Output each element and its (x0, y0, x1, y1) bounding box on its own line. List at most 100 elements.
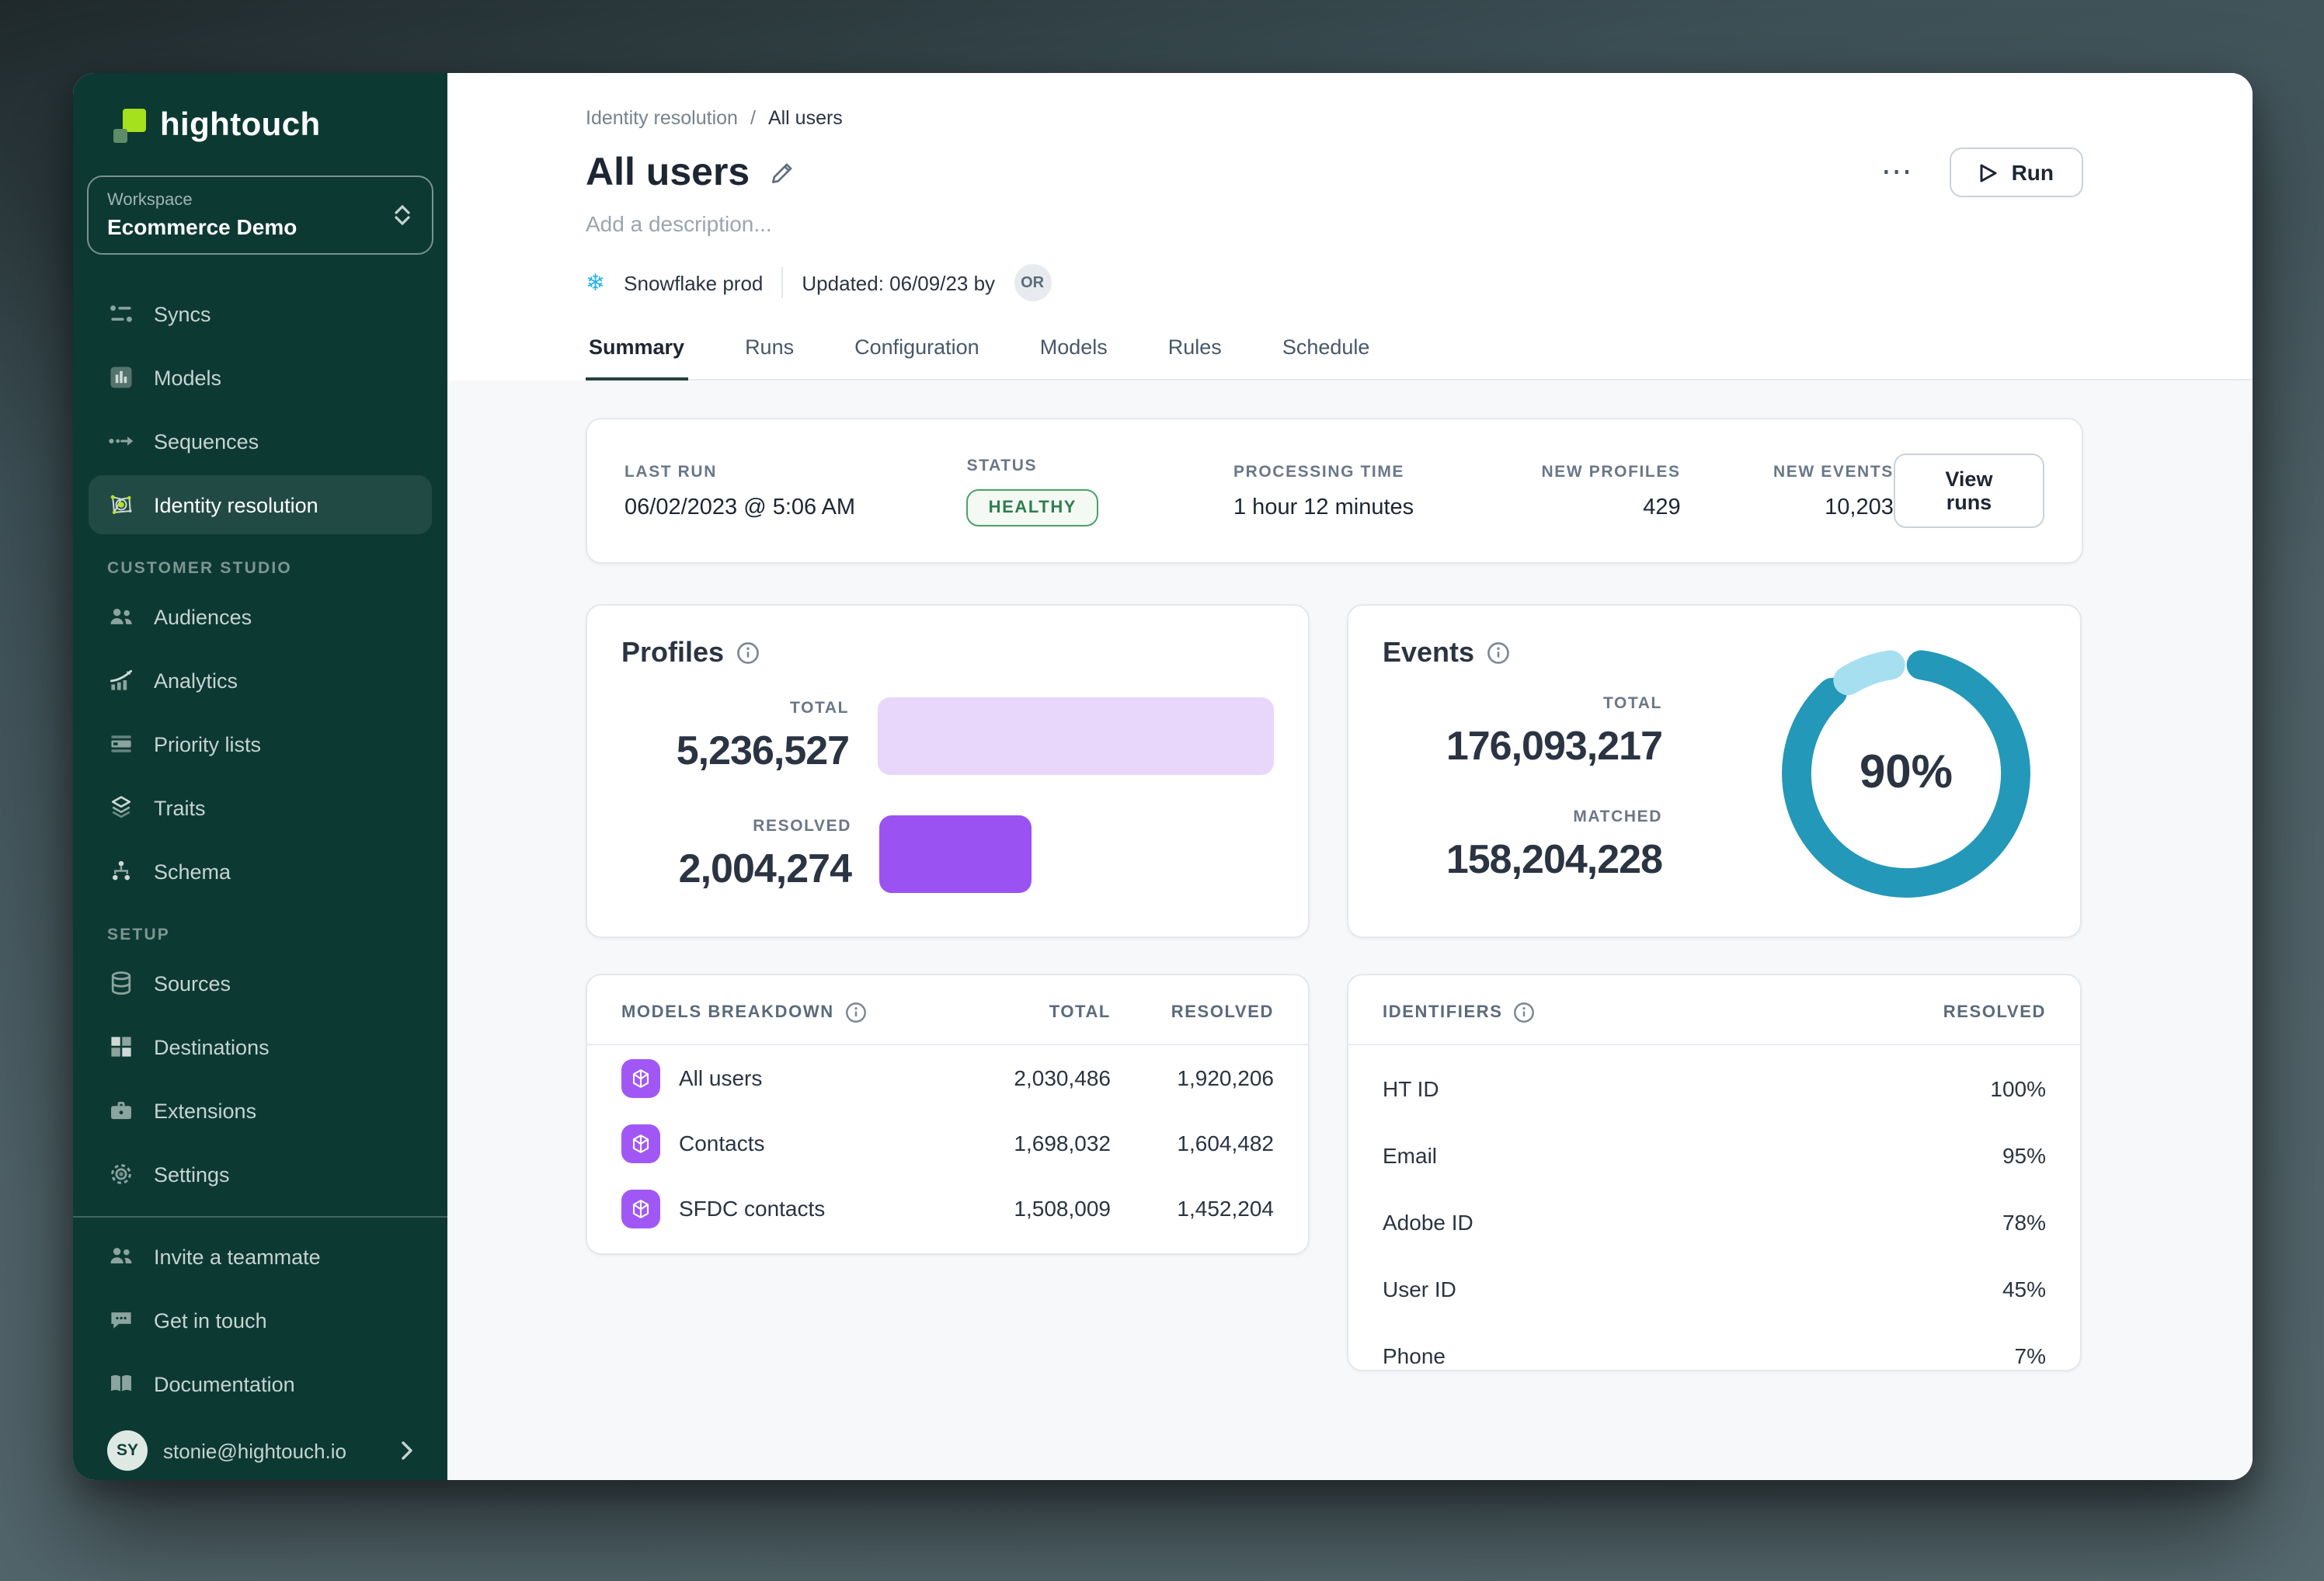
source-name[interactable]: Snowflake prod (624, 271, 764, 294)
sidebar-nav: Syncs Models Sequences (73, 264, 447, 1418)
tab-runs[interactable]: Runs (745, 335, 795, 359)
metric-value: 2,004,274 (678, 844, 852, 891)
brand-name: hightouch (160, 107, 321, 143)
tab-summary[interactable]: Summary (586, 335, 687, 380)
sidebar-item-extensions[interactable]: Extensions (89, 1081, 432, 1140)
model-resolved: 1,452,204 (1177, 1196, 1274, 1221)
sidebar-item-identity-resolution[interactable]: Identity resolution (89, 475, 432, 534)
destinations-icon (107, 1033, 135, 1061)
events-card-title: Events (1383, 637, 1475, 668)
sidebar-item-sequences[interactable]: Sequences (89, 412, 432, 471)
run-button[interactable]: Run (1949, 148, 2083, 197)
sidebar-item-syncs[interactable]: Syncs (89, 284, 432, 343)
table-title-text: IDENTIFIERS (1383, 1003, 1503, 1022)
metric-label: TOTAL (790, 698, 850, 717)
model-cube-icon (621, 1124, 660, 1162)
stat-value: 429 (1643, 495, 1681, 519)
sidebar-item-label: Models (154, 366, 222, 389)
main-panel: Identity resolution / All users All user… (447, 73, 2253, 1480)
snowflake-icon: ❄ (586, 270, 606, 297)
workspace-selector[interactable]: Workspace Ecommerce Demo (87, 175, 433, 255)
syncs-icon (107, 300, 135, 328)
sidebar-item-get-in-touch[interactable]: Get in touch (89, 1291, 432, 1350)
metric-value: 5,236,527 (676, 726, 850, 773)
page-title: All users (586, 151, 750, 194)
schema-icon (107, 857, 135, 885)
column-header-resolved: RESOLVED (1943, 1003, 2046, 1022)
view-runs-button[interactable]: View runs (1893, 453, 2044, 528)
info-icon[interactable] (845, 1002, 867, 1023)
events-total-block: TOTAL 176,093,217 (1383, 694, 1663, 770)
sidebar-item-priority-lists[interactable]: Priority lists (89, 714, 432, 773)
sidebar-item-invite-teammate[interactable]: Invite a teammate (89, 1227, 432, 1286)
identifier-resolved: 78% (2002, 1209, 2046, 1234)
identity-resolution-icon (107, 491, 135, 519)
user-account-row[interactable]: SY stonie@hightouch.io (89, 1421, 432, 1480)
column-header-total: TOTAL (1049, 1003, 1111, 1022)
tab-schedule[interactable]: Schedule (1282, 335, 1370, 359)
sidebar-item-destinations[interactable]: Destinations (89, 1017, 432, 1076)
sidebar-item-settings[interactable]: Settings (89, 1145, 432, 1204)
edit-title-icon[interactable] (768, 160, 795, 186)
stat-label: NEW EVENTS (1773, 462, 1894, 481)
status-badge: HEALTHY (966, 488, 1099, 526)
chevron-up-down-icon (395, 205, 410, 225)
identifier-name: Adobe ID (1383, 1209, 1473, 1234)
tab-rules[interactable]: Rules (1167, 335, 1222, 359)
events-card: Events TOTAL 176,093,217 MATCHED 158,204… (1347, 604, 2082, 938)
sidebar-item-label: Get in touch (154, 1308, 267, 1332)
info-icon[interactable] (1514, 1002, 1536, 1023)
table-row: Adobe ID 78% (1348, 1188, 2080, 1255)
stat-value: 10,203 (1825, 495, 1894, 519)
identifier-name: User ID (1383, 1276, 1456, 1301)
metric-label: TOTAL (1602, 694, 1662, 713)
sidebar-item-sources[interactable]: Sources (89, 954, 432, 1013)
sidebar-item-traits[interactable]: Traits (89, 778, 432, 837)
profiles-card-title: Profiles (621, 637, 725, 668)
breadcrumb-current: All users (767, 107, 843, 129)
model-name: SFDC contacts (679, 1196, 826, 1221)
stat-new-events: NEW EVENTS 10,203 (1720, 462, 1894, 519)
identifier-resolved: 95% (2002, 1142, 2046, 1167)
audiences-icon (107, 603, 135, 631)
table-title-text: MODELS BREAKDOWN (621, 1003, 834, 1022)
models-icon (107, 363, 135, 391)
breadcrumb: Identity resolution / All users (586, 107, 2253, 129)
priority-lists-icon (107, 730, 135, 758)
more-options-button[interactable]: ⋯ (1880, 155, 1915, 189)
info-icon[interactable] (1487, 641, 1510, 665)
sidebar-item-schema[interactable]: Schema (89, 842, 432, 901)
workspace-label: Workspace (107, 191, 193, 210)
stat-value: 06/02/2023 @ 5:06 AM (624, 495, 856, 519)
sidebar-item-label: Destinations (154, 1035, 270, 1058)
sidebar-item-audiences[interactable]: Audiences (89, 587, 432, 646)
profiles-card: Profiles TOTAL 5,236,527 (586, 604, 1310, 938)
run-stats-card: LAST RUN 06/02/2023 @ 5:06 AM STATUS HEA… (586, 418, 2083, 564)
table-row: User ID 45% (1348, 1255, 2080, 1322)
profiles-resolved-row: RESOLVED 2,004,274 (621, 815, 1274, 893)
tab-models[interactable]: Models (1039, 335, 1108, 359)
chat-icon (107, 1306, 135, 1334)
stat-new-profiles: NEW PROFILES 429 (1519, 462, 1681, 519)
sidebar-item-models[interactable]: Models (89, 348, 432, 407)
info-icon[interactable] (736, 641, 760, 665)
tab-configuration[interactable]: Configuration (854, 335, 979, 359)
breadcrumb-parent[interactable]: Identity resolution (586, 107, 738, 129)
identifiers-title: IDENTIFIERS (1383, 1002, 1536, 1023)
page-header: Identity resolution / All users All user… (447, 73, 2253, 380)
sidebar-item-label: Sequences (154, 429, 259, 453)
hightouch-logo: hightouch (73, 73, 447, 144)
sidebar-item-label: Identity resolution (154, 493, 318, 516)
description-placeholder[interactable]: Add a description... (586, 211, 772, 236)
stat-label: PROCESSING TIME (1233, 462, 1405, 481)
sidebar-item-label: Settings (154, 1162, 230, 1186)
table-row: All users 2,030,486 1,920,206 (587, 1045, 1308, 1110)
sidebar: hightouch Workspace Ecommerce Demo Syncs (73, 73, 447, 1480)
model-resolved: 1,920,206 (1177, 1065, 1274, 1090)
models-breakdown-title: MODELS BREAKDOWN (621, 1002, 867, 1023)
model-cube-icon (621, 1058, 660, 1097)
sidebar-item-documentation[interactable]: Documentation (89, 1354, 432, 1413)
sidebar-item-analytics[interactable]: Analytics (89, 651, 432, 710)
metric-value: 158,204,228 (1446, 836, 1663, 882)
